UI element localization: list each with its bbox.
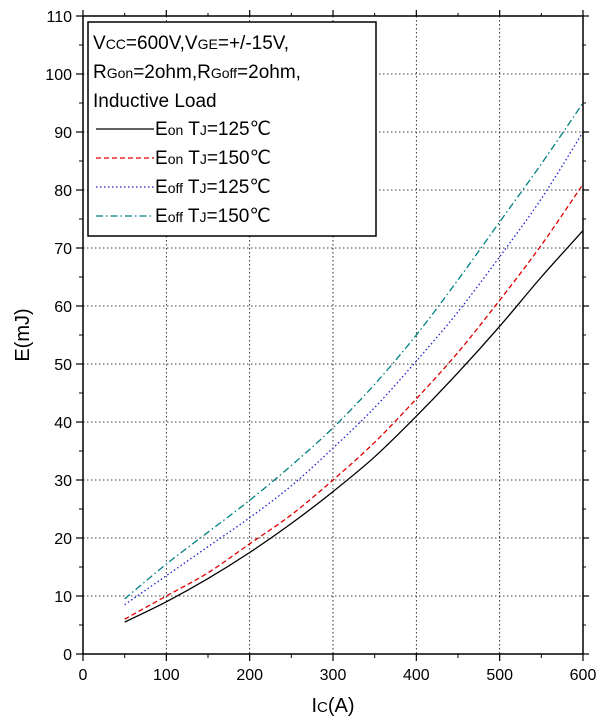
text-run: =+/-15V, xyxy=(218,33,289,54)
series-layer xyxy=(124,102,584,623)
legend-condition-line: VCC=600V,VGE=+/-15V, xyxy=(93,33,289,54)
series-line-4 xyxy=(124,102,584,600)
x-tick-label: 400 xyxy=(403,667,430,684)
text-run: =125℃ xyxy=(207,177,271,198)
y-tick-label: 40 xyxy=(54,415,72,432)
text-run: Inductive Load xyxy=(93,91,217,112)
x-tick-label: 300 xyxy=(320,667,347,684)
text-run: =150℃ xyxy=(207,206,271,227)
text-run: =2ohm,R xyxy=(133,62,211,83)
text-run: T xyxy=(183,119,200,140)
text-run: T xyxy=(183,148,200,169)
y-tick-label: 100 xyxy=(45,67,72,84)
legend-entry-3: Eoff TJ=125℃ xyxy=(155,177,271,198)
text-run: R xyxy=(93,62,107,83)
text-run: E xyxy=(155,206,168,227)
text-run: =600V,V xyxy=(126,33,198,54)
y-tick-label: 110 xyxy=(46,9,72,26)
text-run: (A) xyxy=(328,695,355,717)
y-tick-label: 90 xyxy=(54,125,72,142)
y-tick-label: 80 xyxy=(54,183,72,200)
text-run: E xyxy=(155,119,168,140)
subscript-text: off xyxy=(168,209,183,225)
series-line-2 xyxy=(124,183,584,620)
text-run: =150℃ xyxy=(207,148,271,169)
y-tick-label: 30 xyxy=(54,473,72,490)
subscript-text: on xyxy=(168,151,184,167)
text-run: =125℃ xyxy=(207,119,271,140)
legend-entry-2: Eon TJ=150℃ xyxy=(155,148,271,169)
y-axis-label: E(mJ) xyxy=(12,308,34,361)
subscript-text: J xyxy=(200,122,207,138)
subscript-text: Gon xyxy=(107,65,133,81)
text-run: E xyxy=(155,177,168,198)
subscript-text: J xyxy=(200,180,207,196)
x-tick-label: 100 xyxy=(153,667,180,684)
x-tick-label: 200 xyxy=(236,667,263,684)
subscript-text: J xyxy=(200,151,207,167)
axis-ticks: 0 100 200 300 400 500 600 0 10 20 30 40 50 60 70 80 90 10… xyxy=(45,9,596,684)
y-tick-label: 0 xyxy=(63,647,72,664)
series-line-3 xyxy=(124,131,584,606)
y-tick-label: 70 xyxy=(54,241,72,258)
y-tick-label: 60 xyxy=(54,299,72,316)
text-run: E xyxy=(155,148,168,169)
legend-condition-line: RGon=2ohm,RGoff=2ohm, xyxy=(93,62,301,83)
x-axis-label: IC(A) xyxy=(311,695,354,717)
x-tick-label: 500 xyxy=(486,667,513,684)
text-run: T xyxy=(183,177,200,198)
subscript-text: GE xyxy=(198,36,218,52)
text-run: T xyxy=(183,206,200,227)
text-run: =2ohm, xyxy=(237,62,301,83)
subscript-text: J xyxy=(200,209,207,225)
y-tick-label: 10 xyxy=(54,589,72,606)
x-tick-label: 600 xyxy=(570,667,597,684)
subscript-text: CC xyxy=(106,36,126,52)
subscript-text: on xyxy=(168,122,184,138)
y-tick-label: 20 xyxy=(54,531,72,548)
legend-condition-line: Inductive Load xyxy=(93,91,217,112)
text-run: I xyxy=(311,695,317,717)
legend-entry-4: Eoff TJ=150℃ xyxy=(155,206,271,227)
grid xyxy=(83,16,583,654)
subscript-text: Goff xyxy=(211,65,237,81)
x-tick-label: 0 xyxy=(79,667,88,684)
legend: VCC=600V,VGE=+/-15V, RGon=2ohm,RGoff=2ohm… xyxy=(87,21,377,237)
y-tick-label: 50 xyxy=(54,357,72,374)
series-line-1 xyxy=(124,230,584,623)
legend-entry-1: Eon TJ=125℃ xyxy=(155,119,271,140)
text-run: V xyxy=(93,33,106,54)
subscript-text: off xyxy=(168,180,183,196)
subscript-text: C xyxy=(317,699,328,716)
